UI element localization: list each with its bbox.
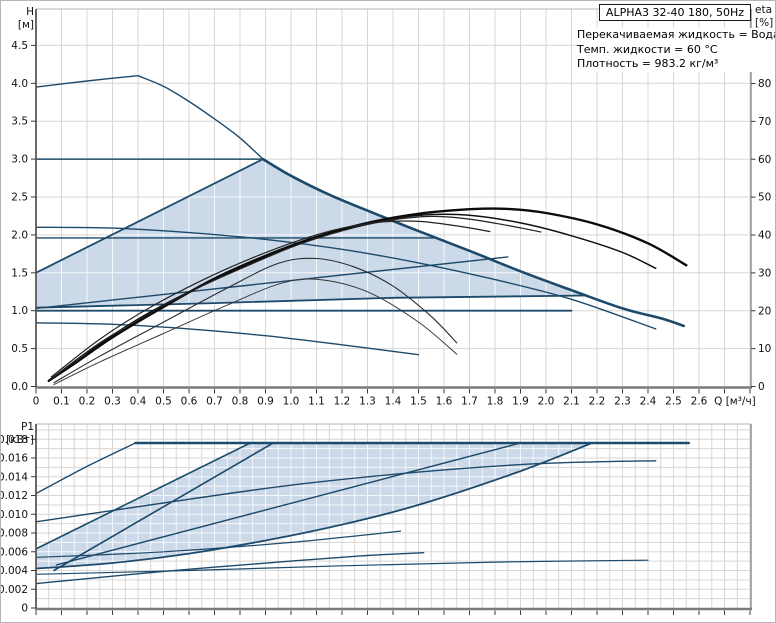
- ytick-label: 0.018: [1, 434, 28, 446]
- ytick-label: 2.0: [11, 229, 28, 241]
- xtick-label: 2.1: [563, 396, 580, 408]
- ytick-label: 2.5: [11, 192, 28, 204]
- xtick-label: 0.1: [53, 396, 70, 408]
- series-autoadapt-min: [35, 294, 588, 309]
- y2tick-label: 70: [758, 116, 771, 128]
- y2tick-label: 60: [758, 154, 771, 166]
- series-eta-3: [50, 215, 542, 380]
- series-speed3-main: [261, 157, 685, 328]
- ytick-label: 0.0: [11, 381, 28, 393]
- xtick-label: 0.7: [206, 396, 223, 408]
- ytick-label: 0.5: [11, 343, 28, 355]
- series-min-power: [35, 559, 649, 575]
- y2tick-label: 30: [758, 267, 771, 279]
- xtick-label: 1.9: [512, 396, 529, 408]
- xtick-label: 0.2: [79, 396, 96, 408]
- xtick-label: 1.5: [410, 396, 427, 408]
- y2tick-label: 80: [758, 78, 771, 90]
- xtick-label: 0.6: [181, 396, 198, 408]
- ytick-label: 0: [21, 603, 28, 615]
- y2tick-label: 0: [758, 381, 765, 393]
- xtick-label: 1.1: [308, 396, 325, 408]
- ytick-label: 0.002: [1, 584, 28, 596]
- y2tick-label: 20: [758, 305, 771, 317]
- series-speed1-power: [35, 552, 425, 585]
- y2-axis-label: [%]: [755, 17, 773, 29]
- chart-1: 0 0.002 0.004 0.006 0.008 0.010 0.012 0.014 0.01…: [1, 421, 752, 615]
- series-eta-max-thick: [47, 207, 688, 382]
- pump-title-box: ALPHA3 32-40 180, 50Hz: [598, 4, 751, 21]
- y-axis-label: P1: [21, 421, 34, 433]
- ytick-label: 4.0: [11, 78, 28, 90]
- xtick-label: 0: [33, 396, 40, 408]
- xtick-label: 2.2: [589, 396, 606, 408]
- ytick-label: 4.5: [11, 40, 28, 52]
- series-cp-power-riser: [35, 530, 402, 558]
- x-axis-unit-label: Q [м³/ч]: [714, 396, 756, 408]
- xtick-label: 1.0: [283, 396, 300, 408]
- series-pp-power-rise-c: [55, 442, 522, 566]
- y-axis-label: [кВт]: [6, 434, 34, 446]
- ytick-label: 0.010: [1, 509, 28, 521]
- series-autoadapt-power-min: [35, 442, 593, 570]
- ytick-label: 0.012: [1, 490, 28, 502]
- xtick-label: 2.0: [538, 396, 555, 408]
- xtick-label: 1.6: [436, 396, 453, 408]
- series-pp-power-rise-a: [35, 442, 251, 550]
- media-info-density: Плотность = 983.2 кг/м³: [577, 57, 719, 70]
- ytick-label: 3.0: [11, 154, 28, 166]
- y2-axis-label: eta: [755, 4, 772, 16]
- xtick-label: 1.4: [385, 396, 402, 408]
- ytick-label: 1.0: [11, 305, 28, 317]
- ytick-label: 0.014: [1, 471, 28, 483]
- series-speed3-rise: [35, 75, 139, 88]
- y2tick-label: 50: [758, 192, 771, 204]
- y-axis-label: H: [26, 6, 34, 18]
- series-speed1: [35, 322, 420, 356]
- autoadapt-power-range: [36, 443, 592, 569]
- ytick-label: 1.5: [11, 267, 28, 279]
- xtick-label: 0.9: [257, 396, 274, 408]
- series-prop-pressure-3: [35, 158, 264, 274]
- ytick-label: 0.008: [1, 528, 28, 540]
- autoadapt-range: [36, 159, 587, 308]
- ytick-label: 0.006: [1, 546, 28, 558]
- ytick-label: 0.016: [1, 453, 28, 465]
- y2tick-label: 40: [758, 230, 771, 242]
- xtick-label: 0.3: [104, 396, 121, 408]
- xtick-label: 1.2: [334, 396, 351, 408]
- xtick-label: 0.8: [232, 396, 249, 408]
- ytick-label: 0.004: [1, 565, 28, 577]
- series-speed2-power: [35, 460, 657, 523]
- xtick-label: 1.3: [359, 396, 376, 408]
- series-prop-pressure-2: [35, 256, 509, 310]
- media-info-box: Перекачиваемая жидкость = Вода Темп. жид…: [577, 28, 776, 72]
- series-eta-low-speed: [53, 278, 458, 386]
- xtick-label: 0.4: [130, 396, 147, 408]
- series-speed3-fall: [137, 75, 264, 160]
- chart-0: 0.0 0.5 1.0 1.5 2.0 2.5 3.0 3.5 4.0 4.5 0 10 20 30 40 5…: [11, 4, 773, 408]
- xtick-label: 1.7: [461, 396, 478, 408]
- xtick-label: 2.3: [614, 396, 631, 408]
- xtick-label: 0.5: [155, 396, 172, 408]
- xtick-label: 2.4: [640, 396, 657, 408]
- xtick-label: 2.6: [691, 396, 708, 408]
- series-speed2: [35, 226, 657, 330]
- media-info-fluid: Перекачиваемая жидкость = Вода: [577, 28, 776, 41]
- media-info-temperature: Темп. жидкости = 60 °C: [577, 42, 718, 56]
- xtick-label: 2.5: [665, 396, 682, 408]
- ytick-label: 3.5: [11, 116, 28, 128]
- series-eta-mid-speed: [53, 257, 458, 384]
- series-pp-power-rise-b: [53, 442, 274, 572]
- xtick-label: 1.8: [487, 396, 504, 408]
- y2tick-label: 10: [758, 343, 771, 355]
- y-axis-label: [м]: [18, 19, 34, 31]
- series-eta-4: [50, 220, 491, 378]
- series-speed3-power-rise: [35, 442, 137, 495]
